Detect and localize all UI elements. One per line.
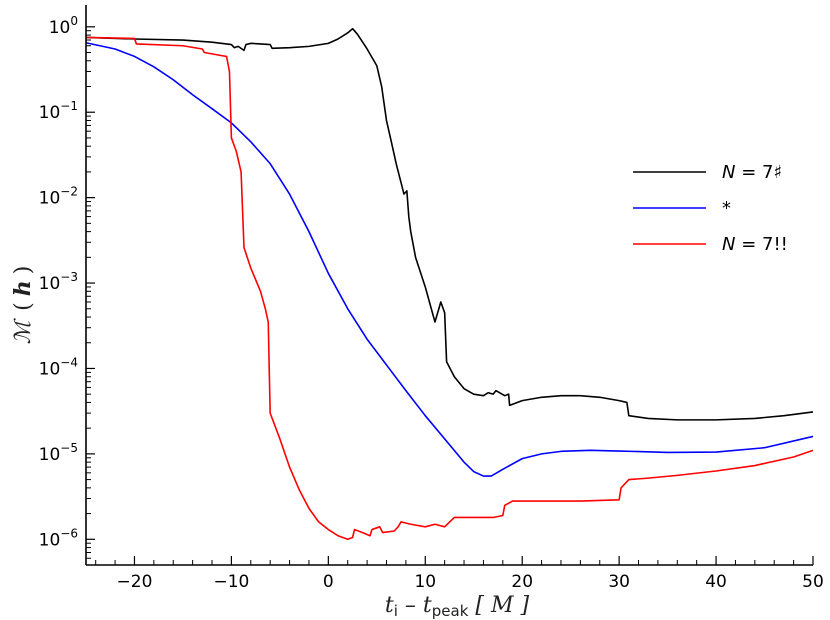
y-tick-label: 10−4: [39, 355, 78, 379]
legend: N = 7♯ * N = 7!!: [633, 162, 788, 255]
legend-label-3: N = 7!!: [722, 234, 788, 255]
y-tick-label: 100: [49, 14, 78, 38]
x-tick-label: 50: [802, 572, 824, 592]
y-tick-label: 10−2: [39, 185, 78, 209]
x-tick-label: 20: [511, 572, 533, 592]
x-axis-title: ti – tpeak [ M ]: [385, 593, 530, 620]
y-tick-label: 10−3: [39, 270, 78, 294]
legend-label-1: N = 7♯: [722, 162, 782, 183]
x-tick-label: 40: [705, 572, 727, 592]
x-tick-label: −10: [213, 572, 249, 592]
axes: −20 −10 0 10 20 30 40 50 100 10−1 10−2 10−3 10−4 10−5…: [39, 5, 824, 592]
series-line-2: [85, 41, 814, 477]
series-layer: [85, 27, 814, 541]
legend-label-2: *: [722, 198, 731, 219]
series-line-1: [85, 27, 814, 421]
y-axis-title: ℳ(h): [10, 266, 36, 345]
x-tick-label: 10: [414, 572, 436, 592]
x-tick-label: −20: [117, 572, 153, 592]
series-line-3: [85, 36, 814, 541]
y-tick-label: 10−5: [39, 441, 78, 465]
y-tick-label: 10−6: [39, 526, 78, 550]
y-tick-label: 10−1: [39, 99, 78, 123]
x-tick-label: 0: [323, 572, 334, 592]
x-tick-label: 30: [608, 572, 630, 592]
